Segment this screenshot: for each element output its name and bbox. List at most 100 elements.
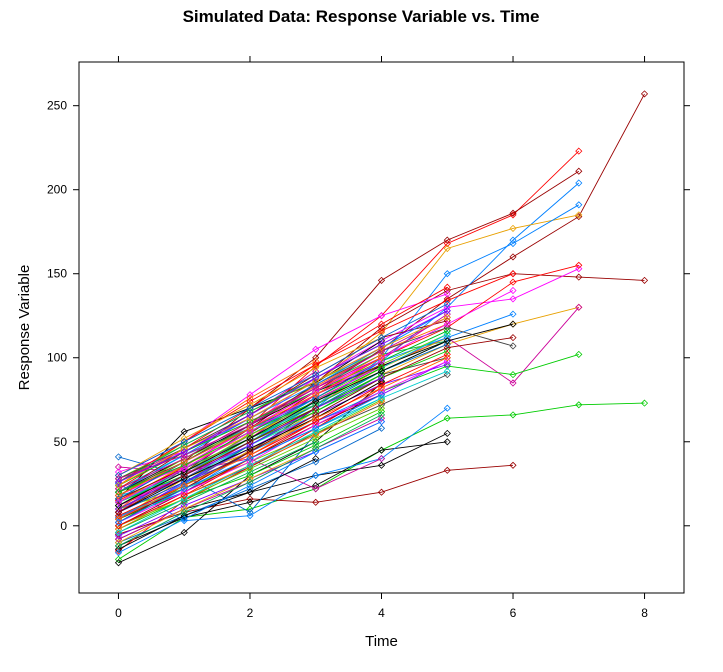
- series-point: [509, 209, 517, 217]
- series-point: [443, 347, 451, 355]
- series-line: [118, 370, 448, 533]
- series-point: [377, 391, 386, 399]
- series-point: [443, 286, 451, 295]
- series-point: [443, 429, 451, 437]
- series-point: [114, 463, 123, 471]
- series-point: [443, 466, 451, 474]
- series-point: [443, 320, 451, 328]
- series-point: [246, 481, 254, 490]
- series-point: [377, 401, 386, 409]
- series-point: [246, 512, 254, 520]
- x-tick-label: 0: [115, 606, 122, 620]
- series-point: [114, 478, 123, 486]
- series-point: [443, 236, 451, 244]
- series-point: [114, 498, 123, 506]
- series-line: [118, 303, 448, 476]
- series-point: [312, 424, 320, 432]
- series-line: [118, 264, 579, 510]
- series-point: [246, 411, 254, 419]
- series-point: [312, 397, 320, 405]
- y-tick-label: 200: [47, 183, 67, 197]
- series-point: [312, 377, 320, 385]
- series-point: [377, 446, 386, 454]
- series-line: [118, 353, 448, 527]
- series-point: [114, 481, 123, 490]
- series-point: [180, 498, 188, 506]
- series-point: [377, 360, 386, 369]
- series-point: [114, 522, 123, 530]
- series-point: [246, 468, 254, 476]
- series-point: [377, 371, 386, 379]
- series-point: [509, 461, 517, 469]
- series-point: [509, 310, 517, 318]
- series-point: [443, 303, 451, 311]
- series-98: [114, 354, 386, 500]
- series-point: [312, 374, 320, 382]
- series-point: [509, 239, 517, 248]
- series-point: [443, 310, 451, 318]
- series-line: [118, 150, 580, 502]
- series-point: [509, 342, 517, 350]
- series-line: [118, 458, 316, 550]
- series-point: [180, 485, 188, 493]
- y-tick-label: 0: [60, 519, 67, 533]
- series-point: [509, 270, 517, 278]
- series-90: [114, 313, 451, 490]
- series-point: [377, 411, 386, 419]
- series-line: [118, 93, 645, 507]
- series-point: [443, 367, 451, 375]
- series-point: [312, 434, 320, 442]
- series-point: [114, 508, 123, 516]
- series-point: [377, 320, 386, 328]
- series-point: [377, 397, 386, 405]
- series-point: [180, 465, 188, 473]
- series-point: [114, 559, 123, 567]
- series-line: [118, 333, 448, 503]
- series-point: [509, 253, 517, 261]
- series-point: [443, 313, 451, 321]
- series-point: [377, 327, 386, 335]
- series-point: [575, 261, 583, 269]
- series-point: [180, 515, 188, 523]
- series-point: [509, 278, 517, 286]
- series-point: [575, 273, 583, 281]
- series-point: [509, 371, 517, 379]
- series-point: [312, 458, 320, 466]
- series-point: [575, 211, 583, 219]
- series-point: [443, 327, 451, 335]
- series-line: [118, 441, 316, 533]
- y-tick-label: 250: [47, 99, 67, 113]
- series-point: [246, 488, 254, 496]
- series-point: [509, 411, 517, 419]
- series-point: [377, 424, 386, 432]
- series-point: [377, 394, 386, 402]
- series-point: [575, 350, 583, 358]
- axis-ticks: [73, 56, 690, 599]
- series-point: [575, 401, 583, 409]
- series-point: [509, 379, 517, 387]
- series-point: [509, 286, 517, 295]
- series-point: [509, 320, 517, 328]
- series-point: [246, 461, 254, 469]
- series-point: [180, 448, 188, 456]
- x-tick-label: 4: [378, 606, 385, 620]
- series-point: [114, 491, 123, 500]
- series-point: [180, 451, 188, 459]
- series-point: [180, 468, 188, 476]
- x-tick-label: 2: [247, 606, 254, 620]
- series-point: [640, 276, 649, 284]
- series-point: [377, 418, 386, 426]
- x-axis-label: Time: [365, 633, 398, 650]
- y-tick-label: 100: [47, 351, 67, 365]
- series-point: [377, 455, 386, 463]
- series-point: [246, 438, 254, 446]
- series-point: [443, 371, 451, 379]
- series-line: [118, 310, 448, 483]
- series-point: [377, 340, 386, 348]
- series-point: [377, 461, 386, 469]
- series-point: [443, 297, 451, 305]
- series-97: [114, 411, 386, 550]
- series-point: [312, 471, 320, 479]
- series-point: [312, 444, 320, 453]
- series-74: [114, 300, 451, 479]
